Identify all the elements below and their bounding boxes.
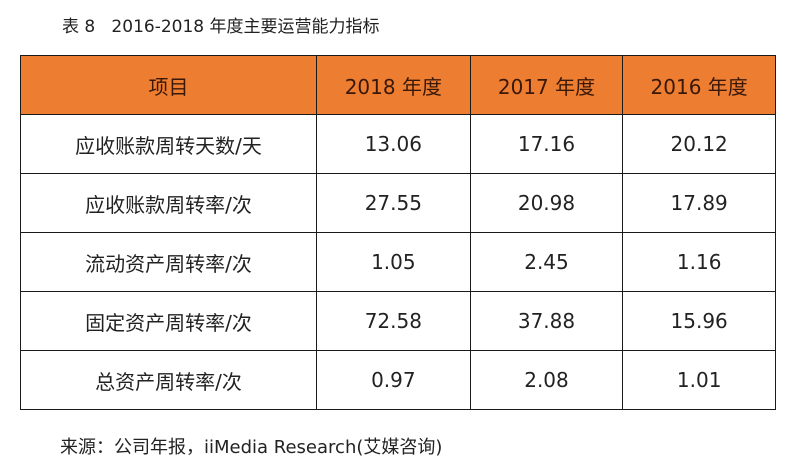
cell-item: 应收账款周转率/次: [19, 173, 318, 233]
header-item: 项目: [19, 55, 318, 115]
cell-value-2017: 2.45: [469, 232, 624, 292]
table-row: 应收账款周转率/次 27.55 20.98 17.89: [19, 173, 776, 233]
header-2017: 2017 年度: [469, 55, 624, 115]
cell-value-2018: 1.05: [316, 232, 471, 292]
cell-value-2016: 1.01: [622, 350, 776, 410]
table-row: 流动资产周转率/次 1.05 2.45 1.16: [19, 232, 776, 292]
source-note: 来源：公司年报，iiMedia Research(艾媒咨询): [60, 437, 443, 458]
header-2018: 2018 年度: [316, 55, 471, 115]
table-row: 固定资产周转率/次 72.58 37.88 15.96: [19, 291, 776, 351]
cell-item: 流动资产周转率/次: [19, 232, 318, 292]
cell-value-2016: 1.16: [622, 232, 776, 292]
cell-item: 总资产周转率/次: [19, 350, 318, 410]
table-row: 应收账款周转天数/天 13.06 17.16 20.12: [19, 114, 776, 174]
table-row: 总资产周转率/次 0.97 2.08 1.01: [19, 350, 776, 410]
cell-value-2018: 0.97: [316, 350, 471, 410]
cell-value-2016: 17.89: [622, 173, 776, 233]
operating-capacity-table: 项目 2018 年度 2017 年度 2016 年度 应收账款周转天数/天 13.…: [19, 55, 776, 410]
table-caption: 表 8 2016-2018 年度主要运营能力指标: [62, 17, 380, 37]
cell-value-2018: 72.58: [316, 291, 471, 351]
cell-value-2017: 17.16: [469, 114, 624, 174]
cell-item: 固定资产周转率/次: [19, 291, 318, 351]
cell-value-2017: 20.98: [469, 173, 624, 233]
header-2016: 2016 年度: [622, 55, 776, 115]
cell-value-2016: 15.96: [622, 291, 776, 351]
cell-value-2018: 13.06: [316, 114, 471, 174]
cell-value-2016: 20.12: [622, 114, 776, 174]
cell-value-2017: 2.08: [469, 350, 624, 410]
cell-value-2017: 37.88: [469, 291, 624, 351]
cell-item: 应收账款周转天数/天: [19, 114, 318, 174]
cell-value-2018: 27.55: [316, 173, 471, 233]
header-row: 项目 2018 年度 2017 年度 2016 年度: [19, 55, 776, 115]
